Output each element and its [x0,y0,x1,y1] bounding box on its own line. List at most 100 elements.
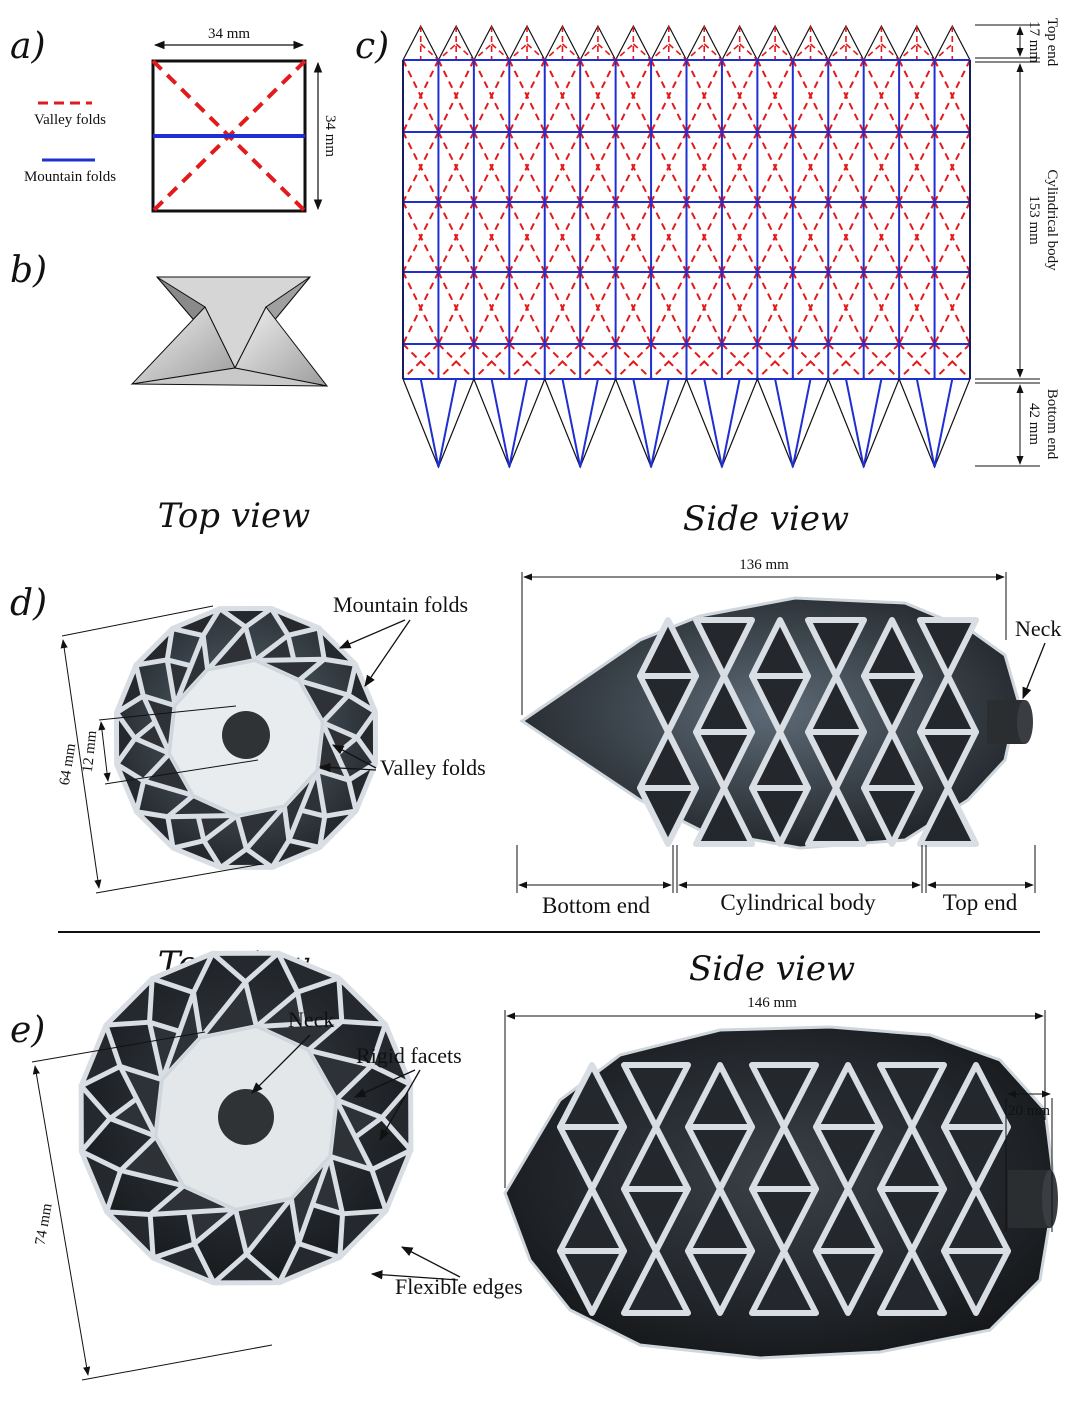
mountain-fold-line [650,378,670,468]
valley-fold-line [898,271,936,345]
diameter-extension-line [95,863,263,894]
rigid-facet [557,1248,627,1316]
rigid-facet [104,1209,156,1261]
valley-fold-line [721,271,759,345]
rigid-facet [861,673,923,735]
valley-fold-line [544,343,581,380]
top-end-label: Top end [1044,18,1060,67]
valley-fold-line [827,343,865,380]
valley-fold-line [437,201,475,273]
rigid-facet [276,1240,343,1286]
rigid-facet [336,975,388,1027]
panel-d-side-view-title: Side view [683,499,849,539]
mountain-fold-line [915,378,936,468]
panel-b: b) [10,250,329,387]
rigid-facet [269,837,323,870]
annotation-arrow [251,1034,311,1094]
valley-fold-line [614,271,652,345]
valley-fold-line [756,343,794,380]
bottom-end-cut-line [756,378,829,469]
rigid-facet [917,729,979,791]
flexible-edges-annotation: Flexible edges [395,1274,523,1299]
rigid-facet [170,838,224,871]
segment-cylindrical-body: Cylindrical body [720,890,876,915]
valley-fold-line [756,131,794,203]
bottom-end-cut-line [544,378,617,469]
rigid-facet [368,1021,414,1088]
valley-fold-line [402,59,440,133]
rigid-facet [78,1022,123,1089]
rigid-facet [133,626,175,668]
valley-fold-line [650,271,688,345]
rigid-facet [316,625,358,667]
mountain-fold-line [791,378,812,468]
valley-fold-line [774,43,812,62]
rigid-facet [337,1208,389,1260]
rigid-facet [749,785,811,847]
rigid-facet [637,673,699,735]
rigid-facet [877,1248,947,1316]
valley-fold-line [579,131,617,203]
valley-fold-line [402,131,440,203]
valley-fold-line [685,131,723,203]
valley-fold-line [526,43,564,62]
valley-fold-line [579,271,617,345]
annotation-arrow [364,619,411,687]
valley-fold-line [862,59,901,133]
rigid-facet [813,1124,883,1192]
rigid-facet [621,1062,691,1130]
mountain-legend-label: Mountain folds [24,169,116,185]
panel-d-side-view-render [519,596,1033,850]
mountain-fold-line [844,378,865,468]
rigid-facet [877,1186,947,1254]
rigid-facet [134,809,176,851]
valley-fold-line [543,271,582,345]
rigid-facet [557,1124,627,1192]
rigid-facet [749,1186,819,1254]
rigid-facet [637,785,699,847]
valley-fold-line [508,271,546,345]
valley-fold-line [614,59,652,133]
rigid-facet [749,1062,819,1130]
mountain-fold-line [437,378,458,468]
valley-folds-annotation: Valley folds [380,755,486,780]
valley-fold-line [491,43,528,62]
valley-fold-line [756,201,794,273]
height-dimension: 34 mm [322,115,338,157]
top-view-diameter: 74 mm [33,1202,56,1247]
valley-fold-line [437,59,475,133]
panel-e-side-view-title: Side view [689,949,855,989]
rigid-facet [149,950,216,996]
rigid-facet [917,785,979,847]
body-label: Cylindrical body [1044,169,1060,271]
valley-fold-line [721,201,759,273]
rigid-facet [113,710,138,767]
valley-fold-line [933,201,971,273]
bottom-end-cut-line [473,378,546,469]
rigid-facet [354,709,379,766]
rigid-facet [685,1248,755,1316]
diameter-dimension-arrow [60,639,102,889]
top-end-length: 17 mm [1026,21,1042,63]
diameter-extension-line [31,1031,206,1063]
diameter-extension-line [61,605,214,637]
rigid-facet [150,1241,217,1286]
panel-a-label: a) [10,26,46,67]
panel-e-top-view-render [78,950,414,1286]
neck-hole [218,1089,274,1145]
rigid-facet [693,729,755,791]
valley-fold-line [561,43,599,62]
valley-fold-line [543,59,582,133]
rigid-facet [268,605,322,638]
rigid-facet [621,1186,691,1254]
valley-fold-line [685,271,723,345]
valley-fold-line [703,43,741,62]
panel-d-top-view-render [113,605,379,871]
valley-fold-line [597,43,634,62]
annotation-arrow [338,619,406,649]
rigid-facet [103,976,155,1028]
valley-fold-line [756,271,794,345]
bottom-end-cut-line [615,378,688,469]
mountain-fold-line [933,378,954,468]
valley-fold-line [721,343,759,380]
